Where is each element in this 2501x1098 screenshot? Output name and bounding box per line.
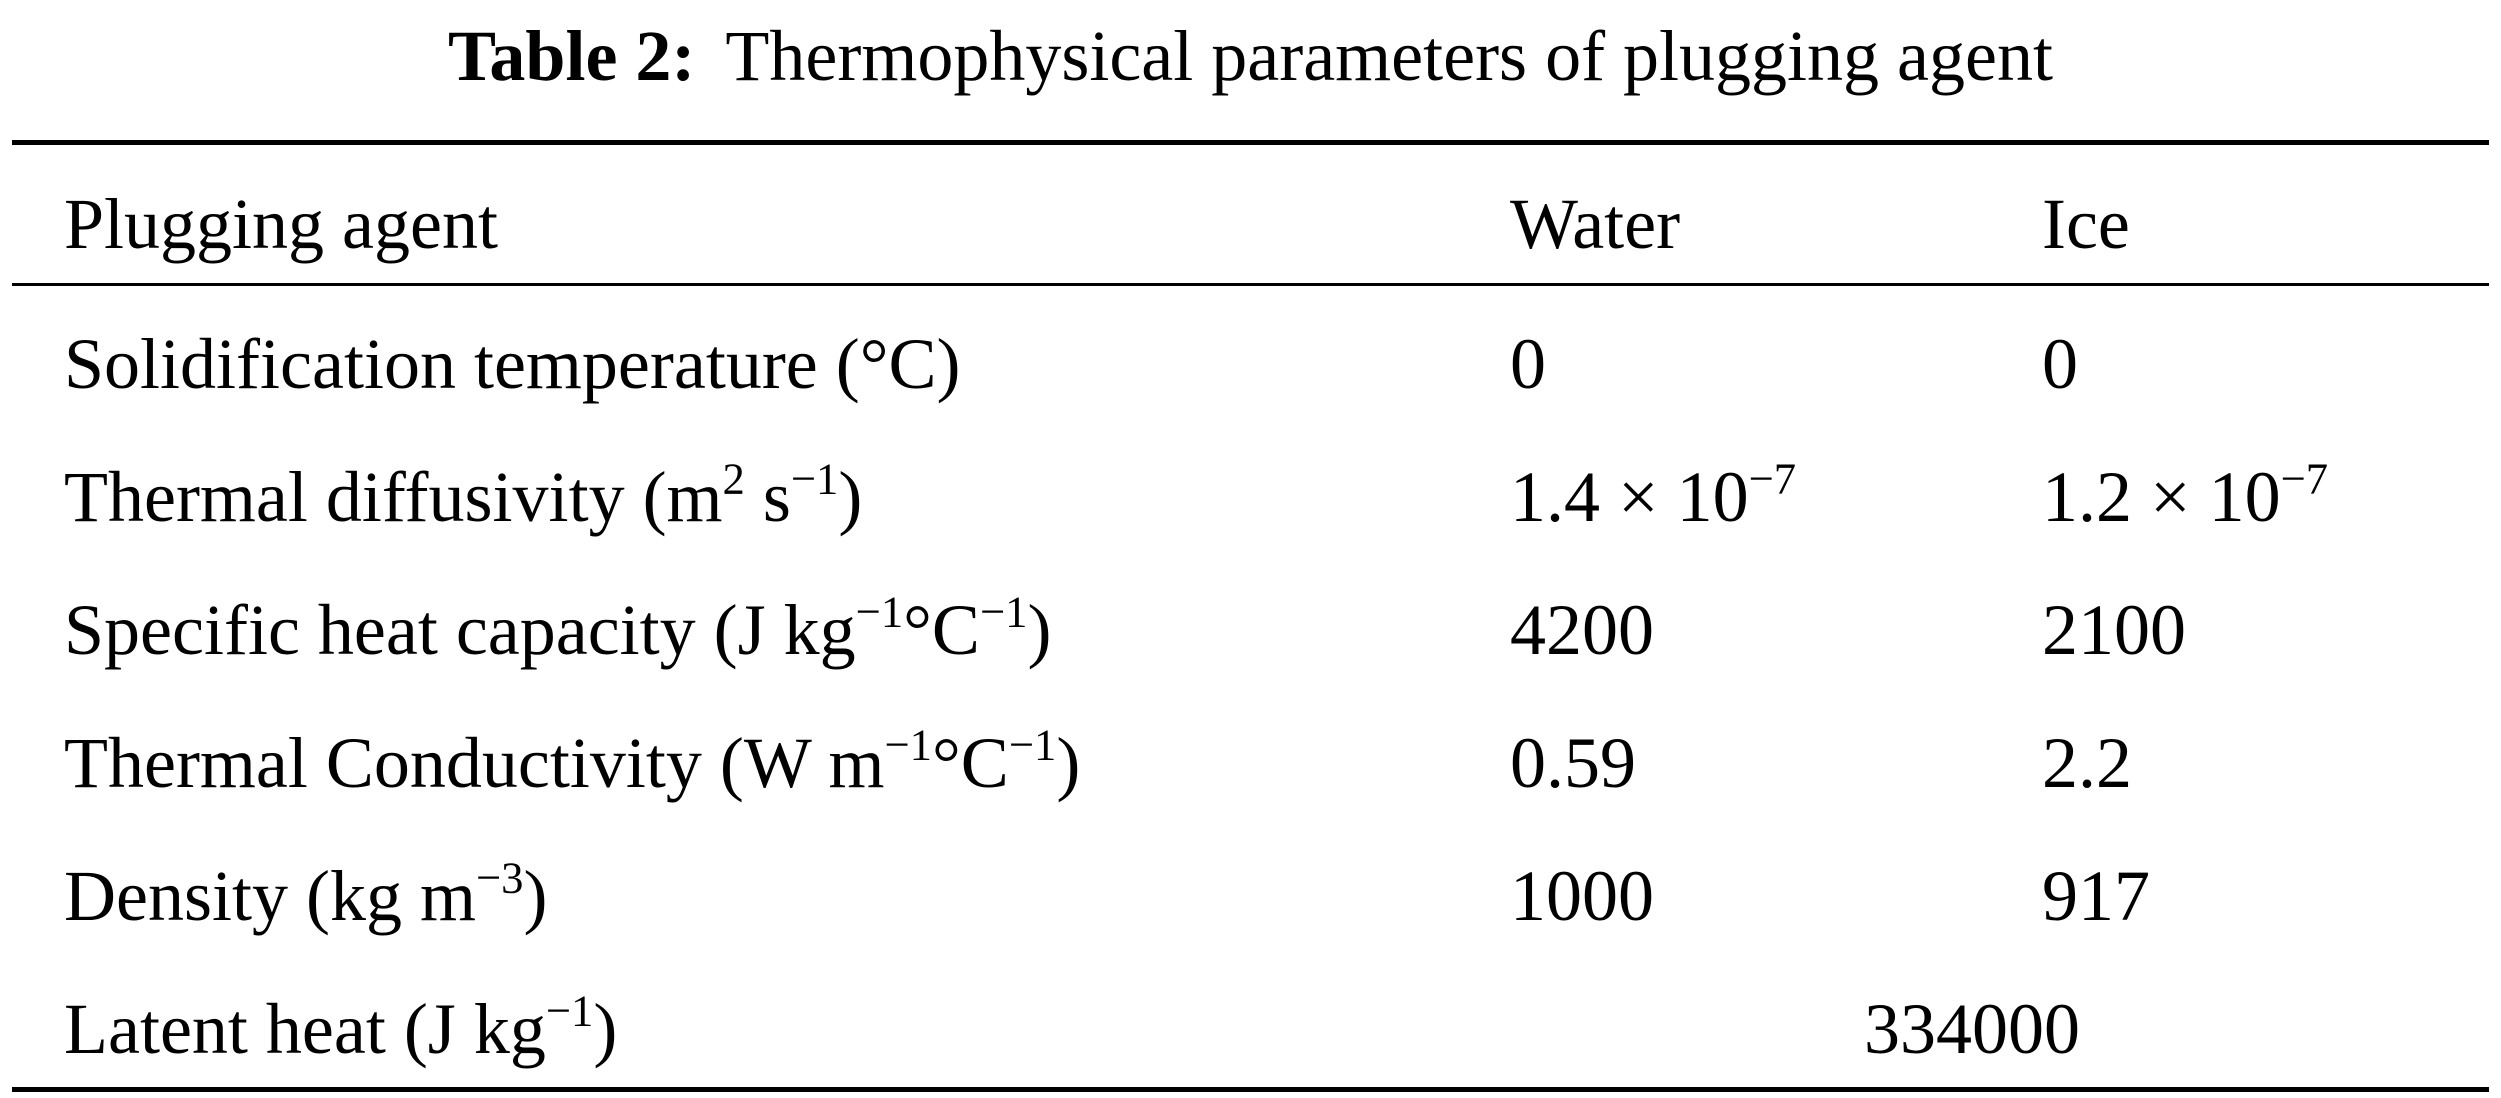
row-label-density: Density (kg m−3) (64, 852, 548, 936)
header-plugging-agent: Plugging agent (64, 184, 498, 264)
header-water: Water (1510, 184, 1681, 264)
cell-ice-density: 917 (2042, 856, 2150, 936)
cell-ice-thermal-diffusivity: 1.2 × 10−7 (2042, 453, 2329, 537)
table-caption-text: Thermophysical parameters of plugging ag… (725, 15, 2053, 96)
cell-merged-latent-heat: 334000 (1864, 989, 2080, 1069)
cell-water-thermal-conductivity: 0.59 (1510, 723, 1636, 803)
table-header-rule (12, 283, 2489, 286)
row-label-specific-heat-capacity: Specific heat capacity (J kg−1°C−1) (64, 586, 1052, 670)
cell-ice-solidification-temperature: 0 (2042, 324, 2078, 404)
cell-ice-thermal-conductivity: 2.2 (2042, 723, 2132, 803)
table-caption-label: Table 2: (448, 15, 696, 96)
cell-water-specific-heat-capacity: 4200 (1510, 590, 1654, 670)
table-bottom-rule (12, 1087, 2489, 1092)
table-caption: Table 2: Thermophysical parameters of pl… (0, 0, 2501, 112)
header-ice: Ice (2042, 184, 2130, 264)
cell-ice-specific-heat-capacity: 2100 (2042, 590, 2186, 670)
row-label-solidification-temperature: Solidification temperature (°C) (64, 324, 961, 404)
cell-water-density: 1000 (1510, 856, 1654, 936)
row-label-thermal-diffusivity: Thermal diffusivity (m2 s−1) (64, 453, 863, 537)
row-label-latent-heat: Latent heat (J kg−1) (64, 985, 618, 1069)
cell-water-solidification-temperature: 0 (1510, 324, 1546, 404)
row-label-thermal-conductivity: Thermal Conductivity (W m−1°C−1) (64, 719, 1081, 803)
table-top-rule (12, 140, 2489, 145)
cell-water-thermal-diffusivity: 1.4 × 10−7 (1510, 453, 1797, 537)
